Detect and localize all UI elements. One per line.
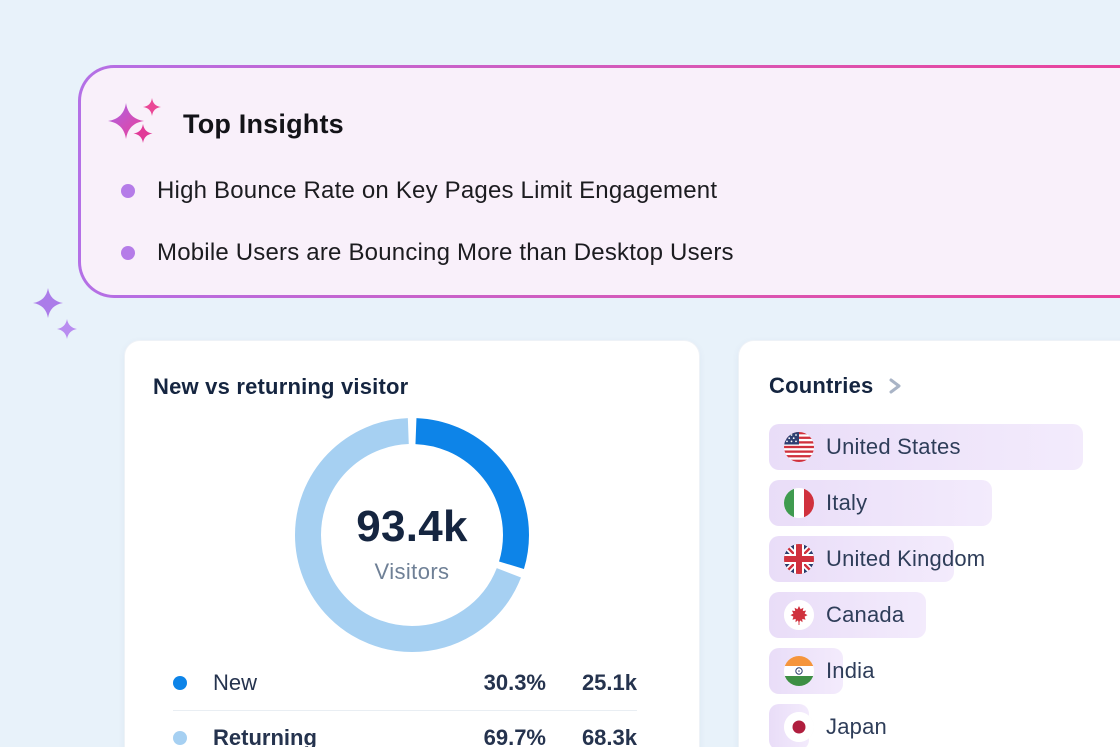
legend-value: 68.3k <box>581 725 637 747</box>
country-name: Italy <box>826 490 868 515</box>
insights-header: Top Insights <box>108 98 1120 150</box>
country-name: United Kingdom <box>826 546 986 571</box>
visitors-donut-chart: 93.4k Visitors <box>292 415 532 655</box>
countries-header-link[interactable]: Countries <box>769 373 1120 399</box>
legend-divider <box>173 710 637 711</box>
donut-legend: New 30.3% 25.1k Returning 69.7% 68.3k <box>173 667 637 747</box>
legend-percent: 69.7% <box>483 725 546 747</box>
legend-dot-new-icon <box>173 676 187 690</box>
country-bar <box>769 424 1083 470</box>
insights-title: Top Insights <box>183 108 344 139</box>
japan-flag-icon <box>784 712 814 742</box>
country-name: India <box>826 658 875 683</box>
legend-label: Returning <box>213 725 317 747</box>
countries-title: Countries <box>769 373 874 398</box>
country-row-united-states[interactable]: United States <box>769 424 1120 470</box>
bullet-dot-icon <box>121 184 135 198</box>
top-insights-card: Top Insights High Bounce Rate on Key Pag… <box>78 65 1120 298</box>
new-vs-returning-card: New vs returning visitor 93.4k Visitors … <box>124 340 700 747</box>
country-row-canada[interactable]: Canada <box>769 592 1120 638</box>
country-row-italy[interactable]: Italy <box>769 480 1120 526</box>
legend-dot-returning-icon <box>173 731 187 745</box>
us-flag-icon <box>784 432 814 462</box>
decorative-sparkles-icon <box>33 288 77 339</box>
insights-list: High Bounce Rate on Key Pages Limit Enga… <box>108 177 1120 267</box>
country-row-japan[interactable]: Japan <box>769 704 1120 747</box>
countries-list: United States Italy <box>769 424 1120 747</box>
legend-percent: 30.3% <box>483 670 546 695</box>
visitors-card-title: New vs returning visitor <box>153 374 409 399</box>
country-name: Canada <box>826 602 905 627</box>
sparkles-icon <box>108 98 161 143</box>
chevron-right-icon <box>889 378 901 394</box>
uk-flag-icon <box>784 544 814 574</box>
donut-segment-new[interactable] <box>295 418 529 652</box>
india-flag-icon <box>784 656 814 686</box>
insight-item: High Bounce Rate on Key Pages Limit Enga… <box>108 177 1120 205</box>
countries-card: Countries <box>738 340 1120 747</box>
legend-row-new[interactable]: New 30.3% 25.1k <box>173 667 637 699</box>
country-name: United States <box>826 434 961 459</box>
insight-text: High Bounce Rate on Key Pages Limit Enga… <box>157 177 718 204</box>
italy-flag-icon <box>784 488 814 518</box>
canada-flag-icon <box>784 600 814 630</box>
insight-item: Mobile Users are Bouncing More than Desk… <box>108 239 1120 267</box>
country-row-united-kingdom[interactable]: United Kingdom <box>769 536 1120 582</box>
bullet-dot-icon <box>121 246 135 260</box>
insight-text: Mobile Users are Bouncing More than Desk… <box>157 239 734 266</box>
legend-row-returning[interactable]: Returning 69.7% 68.3k <box>173 722 637 747</box>
legend-value: 25.1k <box>581 670 637 695</box>
country-row-india[interactable]: India <box>769 648 1120 694</box>
country-name: Japan <box>826 714 887 739</box>
donut-segment-returning[interactable] <box>295 418 529 652</box>
legend-label: New <box>213 670 258 695</box>
